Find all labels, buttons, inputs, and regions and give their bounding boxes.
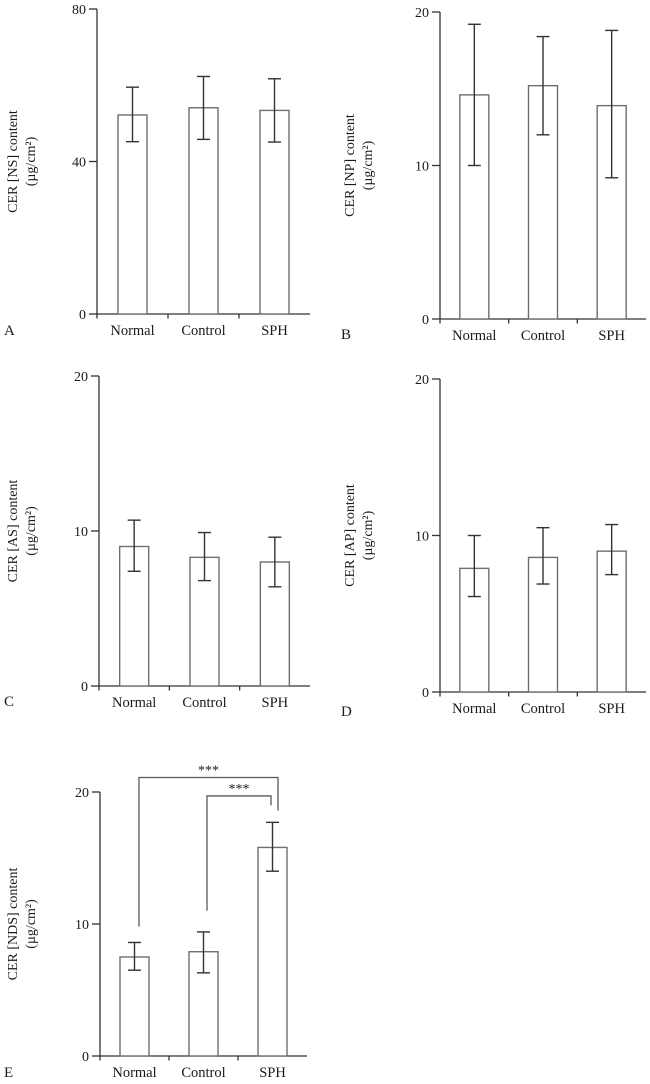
chart-d-cer-ap: 0 10 20 Normal Control SPH CER [AP] content (µg… (343, 373, 646, 717)
panel-c: 0 10 20 Normal Control SPH CER [AS] content (µg… (0, 360, 330, 725)
significance-label: *** (229, 782, 250, 797)
x-category-label: Normal (112, 1065, 156, 1081)
y-tick-label: 20 (415, 373, 429, 388)
y-tick-label: 20 (415, 6, 429, 21)
significance-bracket (138, 776, 279, 927)
y-tick-label: 40 (72, 156, 86, 171)
bar-control (188, 107, 219, 315)
panel-d-letter: D (341, 704, 352, 720)
y-axis-label-line2: (µg/cm²) (24, 506, 39, 556)
panel-e-letter: E (4, 1065, 14, 1081)
x-category-label: Normal (452, 701, 496, 717)
x-category-label: Control (181, 323, 225, 339)
significance-label: *** (198, 763, 219, 778)
x-category-label: SPH (261, 323, 288, 339)
y-axis-label-line1: CER [NP] content (343, 114, 358, 217)
panel-b-letter: B (341, 327, 352, 343)
bar-sph (257, 846, 288, 1057)
y-tick-label: 0 (422, 686, 429, 701)
panel-c-letter: C (4, 694, 15, 710)
y-tick-label: 10 (415, 530, 429, 545)
x-category-label: Normal (112, 695, 156, 711)
y-tick-label: 0 (79, 308, 86, 323)
significance-bracket (206, 795, 272, 911)
y-tick-label: 0 (422, 313, 429, 328)
x-category-label: SPH (598, 701, 625, 717)
y-tick-label: 0 (81, 680, 88, 695)
bar-sph (259, 109, 290, 315)
y-tick-label: 10 (415, 160, 429, 175)
y-tick-label: 20 (75, 786, 89, 801)
panel-a: 0 40 80 Normal Control SPH CER [NS] content (µg… (0, 0, 330, 360)
y-tick-label: 10 (75, 918, 89, 933)
x-category-label: Normal (110, 323, 154, 339)
x-category-label: Control (182, 695, 226, 711)
y-axis-label-line2: (µg/cm²) (24, 136, 39, 186)
y-tick-label: 80 (72, 3, 86, 18)
y-axis-label-line1: CER [AS] content (6, 480, 21, 583)
panel-e: 0 10 20 Normal Control SPH CER [NDS] content (µ… (0, 720, 330, 1084)
x-category-label: SPH (262, 695, 289, 711)
y-tick-label: 0 (82, 1050, 89, 1065)
x-category-label: SPH (259, 1065, 286, 1081)
y-tick-label: 20 (74, 370, 88, 385)
y-tick-label: 10 (74, 525, 88, 540)
panel-a-letter: A (4, 323, 15, 339)
y-axis-label-line1: CER [NS] content (6, 110, 21, 213)
y-axis-label-line2: (µg/cm²) (361, 140, 376, 190)
chart-a-cer-ns: 0 40 80 Normal Control SPH CER [NS] content (µg… (6, 3, 310, 339)
bar-normal (117, 114, 148, 315)
y-axis-label-line2: (µg/cm²) (24, 899, 39, 949)
chart-c-cer-as: 0 10 20 Normal Control SPH CER [AS] content (µg… (6, 370, 310, 711)
x-category-label: Normal (452, 328, 496, 344)
y-axis-label-line1: CER [AP] content (343, 484, 358, 587)
x-category-label: Control (181, 1065, 225, 1081)
y-axis-label-line2: (µg/cm²) (361, 510, 376, 560)
x-category-label: Control (521, 701, 565, 717)
chart-b-cer-np: 0 10 20 Normal Control SPH CER [NP] content (µg… (343, 6, 646, 344)
chart-e-cer-nds: 0 10 20 Normal Control SPH CER [NDS] content (µ… (6, 763, 307, 1081)
panel-b: 0 10 20 Normal Control SPH CER [NP] content (µg… (330, 0, 650, 360)
x-category-label: SPH (598, 328, 625, 344)
bar-normal (119, 956, 150, 1057)
y-axis-label-line1: CER [NDS] content (6, 868, 21, 981)
x-category-label: Control (521, 328, 565, 344)
panel-d: 0 10 20 Normal Control SPH CER [AP] content (µg… (330, 360, 650, 725)
